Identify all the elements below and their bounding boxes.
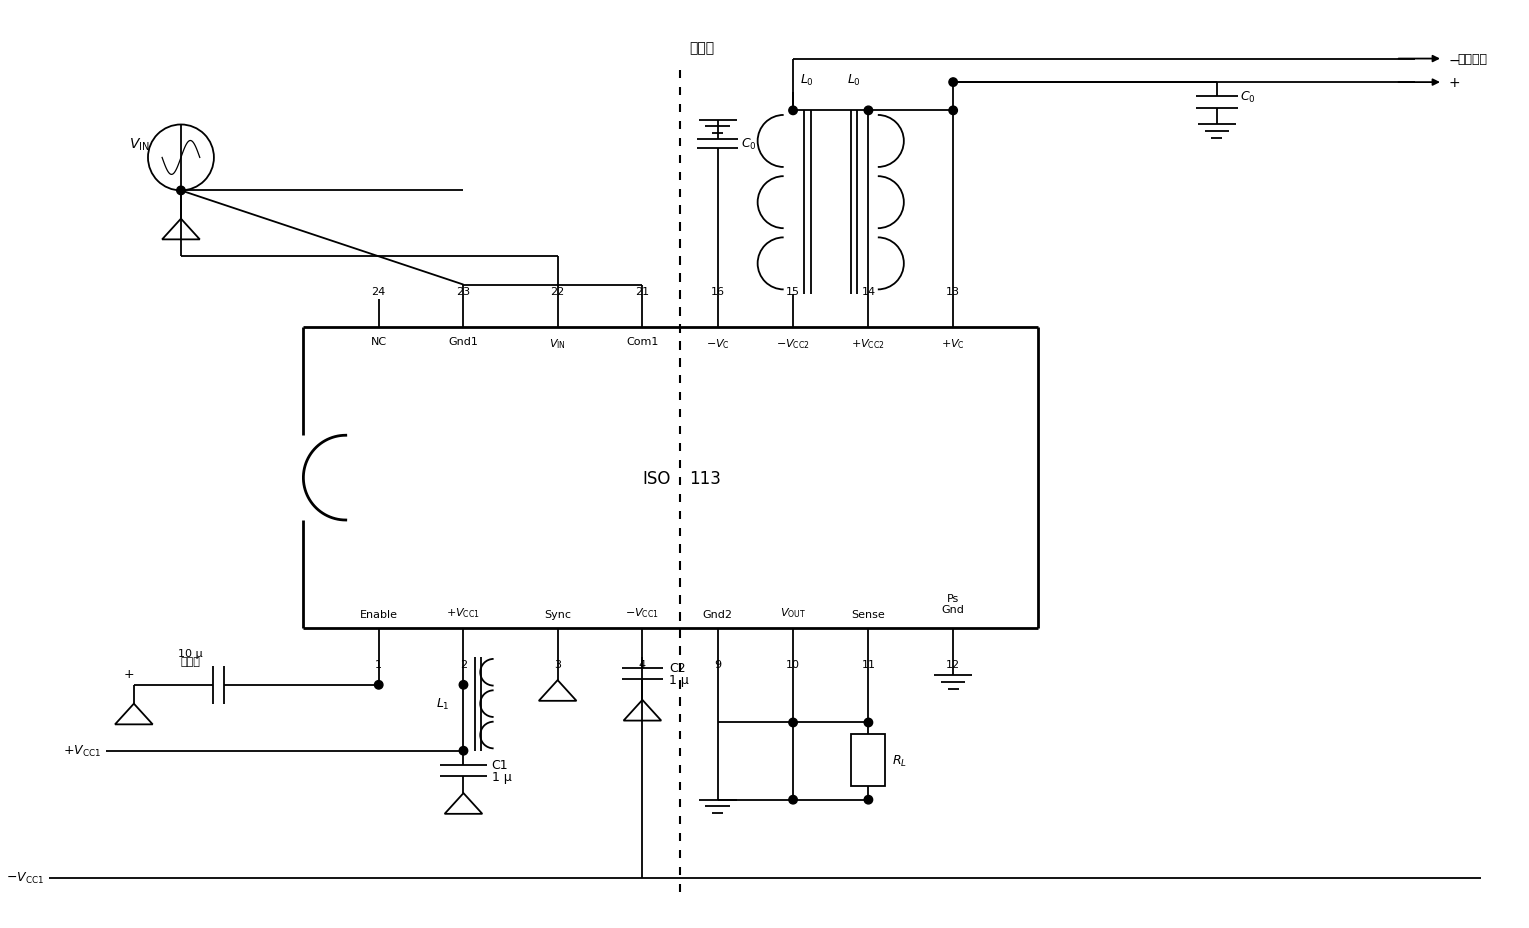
Text: Ps
Gnd: Ps Gnd [942,593,965,614]
Text: ISO: ISO [642,470,671,487]
Text: 10: 10 [786,660,800,670]
Text: 10 μ: 10 μ [177,649,203,659]
Text: $V_{\rm OUT}$: $V_{\rm OUT}$ [780,605,806,619]
Text: $R_L$: $R_L$ [891,753,907,767]
Circle shape [950,107,957,115]
Text: 11: 11 [861,660,876,670]
Text: Sync: Sync [544,609,572,619]
Text: 隔离栅: 隔离栅 [690,41,714,55]
Text: $C_0$: $C_0$ [742,136,757,151]
Text: 钽电容: 钽电容 [180,656,200,666]
Text: $V_{\rm IN}$: $V_{\rm IN}$ [128,136,150,152]
Circle shape [789,795,797,804]
Text: $L_0$: $L_0$ [847,72,861,88]
Text: $L_1$: $L_1$ [436,696,450,712]
Text: $+V_{\rm CC1}$: $+V_{\rm CC1}$ [63,743,101,758]
Text: 24: 24 [372,287,385,297]
Text: $-V_{\rm CC1}$: $-V_{\rm CC1}$ [6,870,44,885]
Text: $V_{\rm IN}$: $V_{\rm IN}$ [549,337,566,351]
Text: Gnd2: Gnd2 [703,609,732,619]
Text: 23: 23 [456,287,471,297]
Circle shape [864,107,873,115]
Text: 21: 21 [636,287,650,297]
Text: $-V_{\rm CC1}$: $-V_{\rm CC1}$ [625,605,659,619]
Text: 16: 16 [711,287,725,297]
Text: 2: 2 [460,660,466,670]
Text: $-V_{\rm CC2}$: $-V_{\rm CC2}$ [777,337,810,351]
Circle shape [864,718,873,727]
Circle shape [864,795,873,804]
Circle shape [950,79,957,87]
Text: C1: C1 [492,758,508,771]
Circle shape [459,747,468,755]
Text: 1 μ: 1 μ [492,770,512,783]
Text: 12: 12 [946,660,960,670]
Text: 3: 3 [553,660,561,670]
Text: 13: 13 [946,287,960,297]
Bar [852,734,885,786]
Circle shape [789,718,797,727]
Circle shape [459,681,468,690]
Text: Com1: Com1 [627,337,659,347]
Text: C2: C2 [668,662,685,675]
Circle shape [177,187,185,196]
Text: 1: 1 [375,660,382,670]
Text: 电源输出: 电源输出 [1457,53,1488,66]
Text: $C_0$: $C_0$ [1240,90,1257,105]
Text: $+V_{\rm CC1}$: $+V_{\rm CC1}$ [446,605,480,619]
Text: Sense: Sense [852,609,885,619]
Circle shape [789,107,797,115]
Text: 4: 4 [639,660,645,670]
Text: 1 μ: 1 μ [668,673,688,686]
Text: 9: 9 [714,660,722,670]
Text: $L_0$: $L_0$ [800,72,813,88]
Text: $+$: $+$ [1448,76,1460,90]
Text: Gnd1: Gnd1 [448,337,479,347]
Text: Enable: Enable [359,609,398,619]
Text: +: + [124,667,135,680]
Text: $-V_{\rm C}$: $-V_{\rm C}$ [706,337,729,351]
Text: $+V_{\rm CC2}$: $+V_{\rm CC2}$ [852,337,885,351]
Text: 14: 14 [861,287,876,297]
Text: 22: 22 [550,287,564,297]
Text: $-$: $-$ [1448,53,1460,67]
Text: 113: 113 [690,470,722,487]
Text: $+V_{\rm C}$: $+V_{\rm C}$ [942,337,965,351]
Circle shape [375,681,382,690]
Text: NC: NC [370,337,387,347]
Text: 15: 15 [786,287,800,297]
